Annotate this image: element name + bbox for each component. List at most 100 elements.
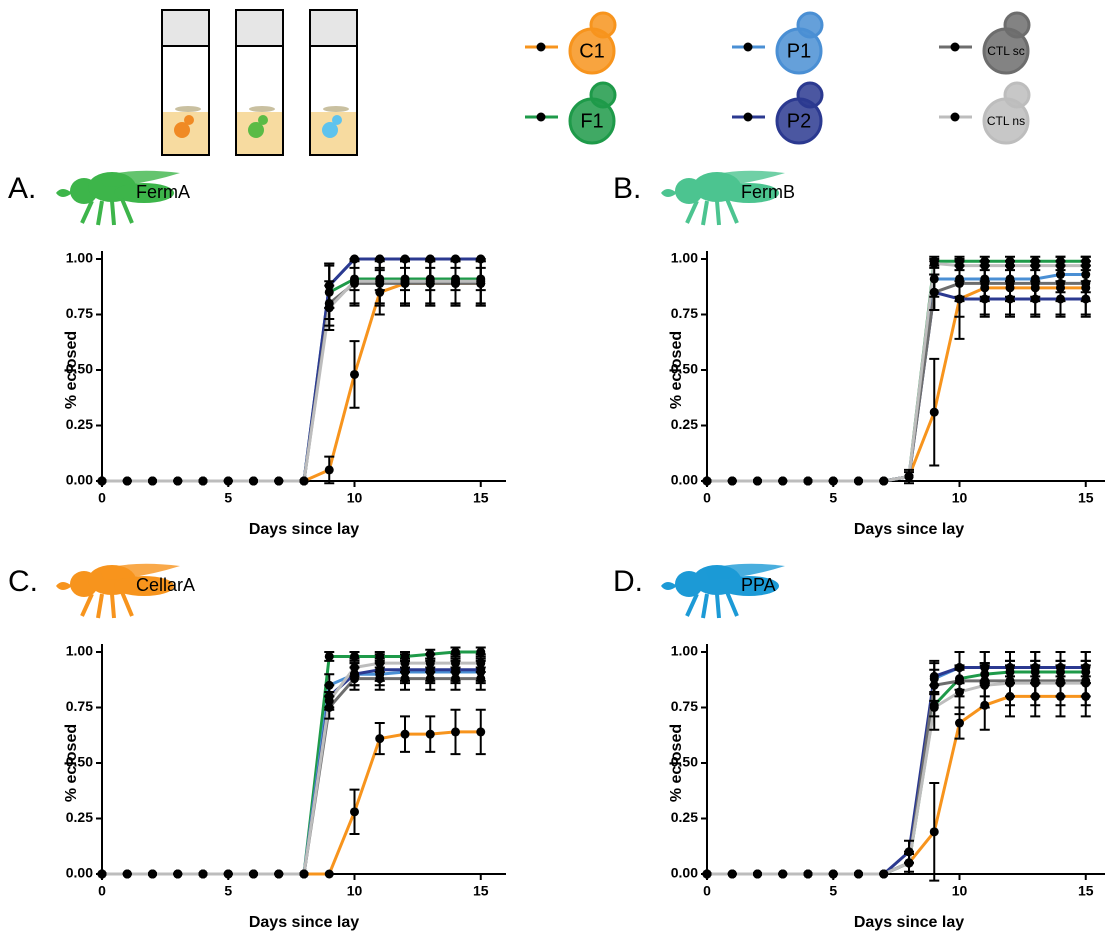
- data-point: [702, 869, 712, 879]
- legend-marker: [536, 112, 546, 122]
- series-line: [102, 668, 481, 876]
- y-tick-label: 0.50: [671, 361, 698, 377]
- chart-panel: D. PPA 0.00 0.25 0.50 0.75 1.00 0 5 10 15 Days sinc…: [613, 565, 1105, 931]
- data-point: [375, 651, 385, 661]
- series-line: [707, 670, 1086, 876]
- data-point: [929, 407, 939, 417]
- x-tick-label: 15: [1078, 883, 1094, 899]
- series-line: [707, 679, 1086, 876]
- data-point: [1030, 663, 1040, 673]
- x-axis-label: Days since lay: [249, 914, 359, 931]
- legend-marker: [743, 112, 753, 122]
- data-point: [476, 674, 486, 684]
- data-point: [955, 261, 964, 271]
- series-line: [102, 677, 481, 876]
- data-point: [249, 476, 258, 486]
- chart-panel: B. FermB 0.00 0.25 0.50 0.75 1.00 0 5 10 15 Days si…: [613, 172, 1105, 538]
- data-point: [778, 869, 788, 879]
- legend-entry: P2: [732, 81, 824, 145]
- series-line: [102, 281, 481, 483]
- x-tick-label: 10: [952, 490, 968, 506]
- panel-label: D.: [613, 565, 643, 598]
- data-point: [350, 674, 359, 684]
- data-point: [1005, 691, 1015, 701]
- y-tick-label: 0.75: [66, 305, 93, 321]
- data-point: [1005, 261, 1015, 271]
- panel-label: B.: [613, 172, 641, 205]
- data-point: [929, 287, 939, 297]
- y-axis-label: % eclosed: [668, 331, 685, 409]
- data-point: [350, 651, 359, 661]
- legend-icon: [568, 97, 616, 145]
- y-axis-label: % eclosed: [668, 724, 685, 802]
- data-point: [249, 869, 258, 879]
- series-line: [707, 281, 1086, 483]
- y-tick-label: 0.50: [66, 361, 93, 377]
- x-tick-label: 5: [829, 883, 837, 899]
- data-point: [1056, 691, 1065, 701]
- legend-entry: F1: [525, 81, 617, 145]
- data-point: [223, 869, 233, 879]
- data-point: [425, 254, 435, 264]
- y-tick-label: 0.25: [66, 809, 93, 825]
- series-line: [102, 277, 481, 483]
- data-point: [324, 281, 334, 291]
- data-point: [1030, 294, 1040, 304]
- data-point: [1081, 261, 1091, 271]
- series-line: [707, 273, 1086, 483]
- data-point: [299, 476, 309, 486]
- series-line: [707, 666, 1086, 876]
- y-tick-label: 0.25: [671, 809, 698, 825]
- data-point: [324, 651, 334, 661]
- data-point: [350, 663, 359, 673]
- legend-label: P1: [787, 40, 811, 62]
- y-tick-label: 0.50: [671, 754, 698, 770]
- data-point: [702, 476, 712, 486]
- data-point: [476, 665, 486, 675]
- data-point: [1056, 678, 1065, 688]
- y-tick-label: 1.00: [671, 643, 698, 659]
- data-point: [955, 294, 964, 304]
- series-line: [707, 666, 1086, 876]
- data-point: [753, 869, 762, 879]
- legend-entry: P1: [732, 11, 824, 75]
- data-point: [727, 476, 737, 486]
- legend-marker: [536, 42, 546, 52]
- series-line: [707, 261, 1086, 483]
- legend-marker: [950, 112, 960, 122]
- y-tick-label: 1.00: [66, 643, 93, 659]
- data-point: [324, 287, 334, 297]
- vials: [161, 9, 358, 156]
- data-point: [1081, 691, 1091, 701]
- data-point: [803, 476, 813, 486]
- data-point: [955, 676, 964, 686]
- legend-marker: [743, 42, 753, 52]
- series-line: [707, 694, 1086, 876]
- data-point: [375, 734, 385, 744]
- strain-label: PPA: [741, 575, 776, 595]
- y-tick-label: 0.00: [671, 472, 698, 488]
- y-tick-label: 0.25: [671, 416, 698, 432]
- data-point: [400, 651, 410, 661]
- y-tick-label: 1.00: [66, 250, 93, 266]
- data-point: [223, 476, 233, 486]
- data-point: [274, 476, 284, 486]
- x-tick-label: 5: [224, 883, 232, 899]
- data-point: [400, 658, 410, 668]
- y-tick-label: 0.00: [66, 865, 93, 881]
- data-point: [476, 254, 486, 264]
- data-point: [299, 869, 309, 879]
- data-point: [400, 665, 410, 675]
- data-point: [929, 258, 939, 268]
- legend-marker: [950, 42, 960, 52]
- x-axis-label: Days since lay: [249, 521, 359, 538]
- data-point: [476, 276, 486, 286]
- data-point: [476, 647, 486, 657]
- series-line: [102, 257, 481, 483]
- data-point: [425, 649, 435, 659]
- x-tick-label: 15: [473, 883, 489, 899]
- y-tick-label: 0.25: [66, 416, 93, 432]
- data-point: [375, 254, 385, 264]
- legend-label: F1: [580, 110, 603, 132]
- series-line: [102, 730, 481, 876]
